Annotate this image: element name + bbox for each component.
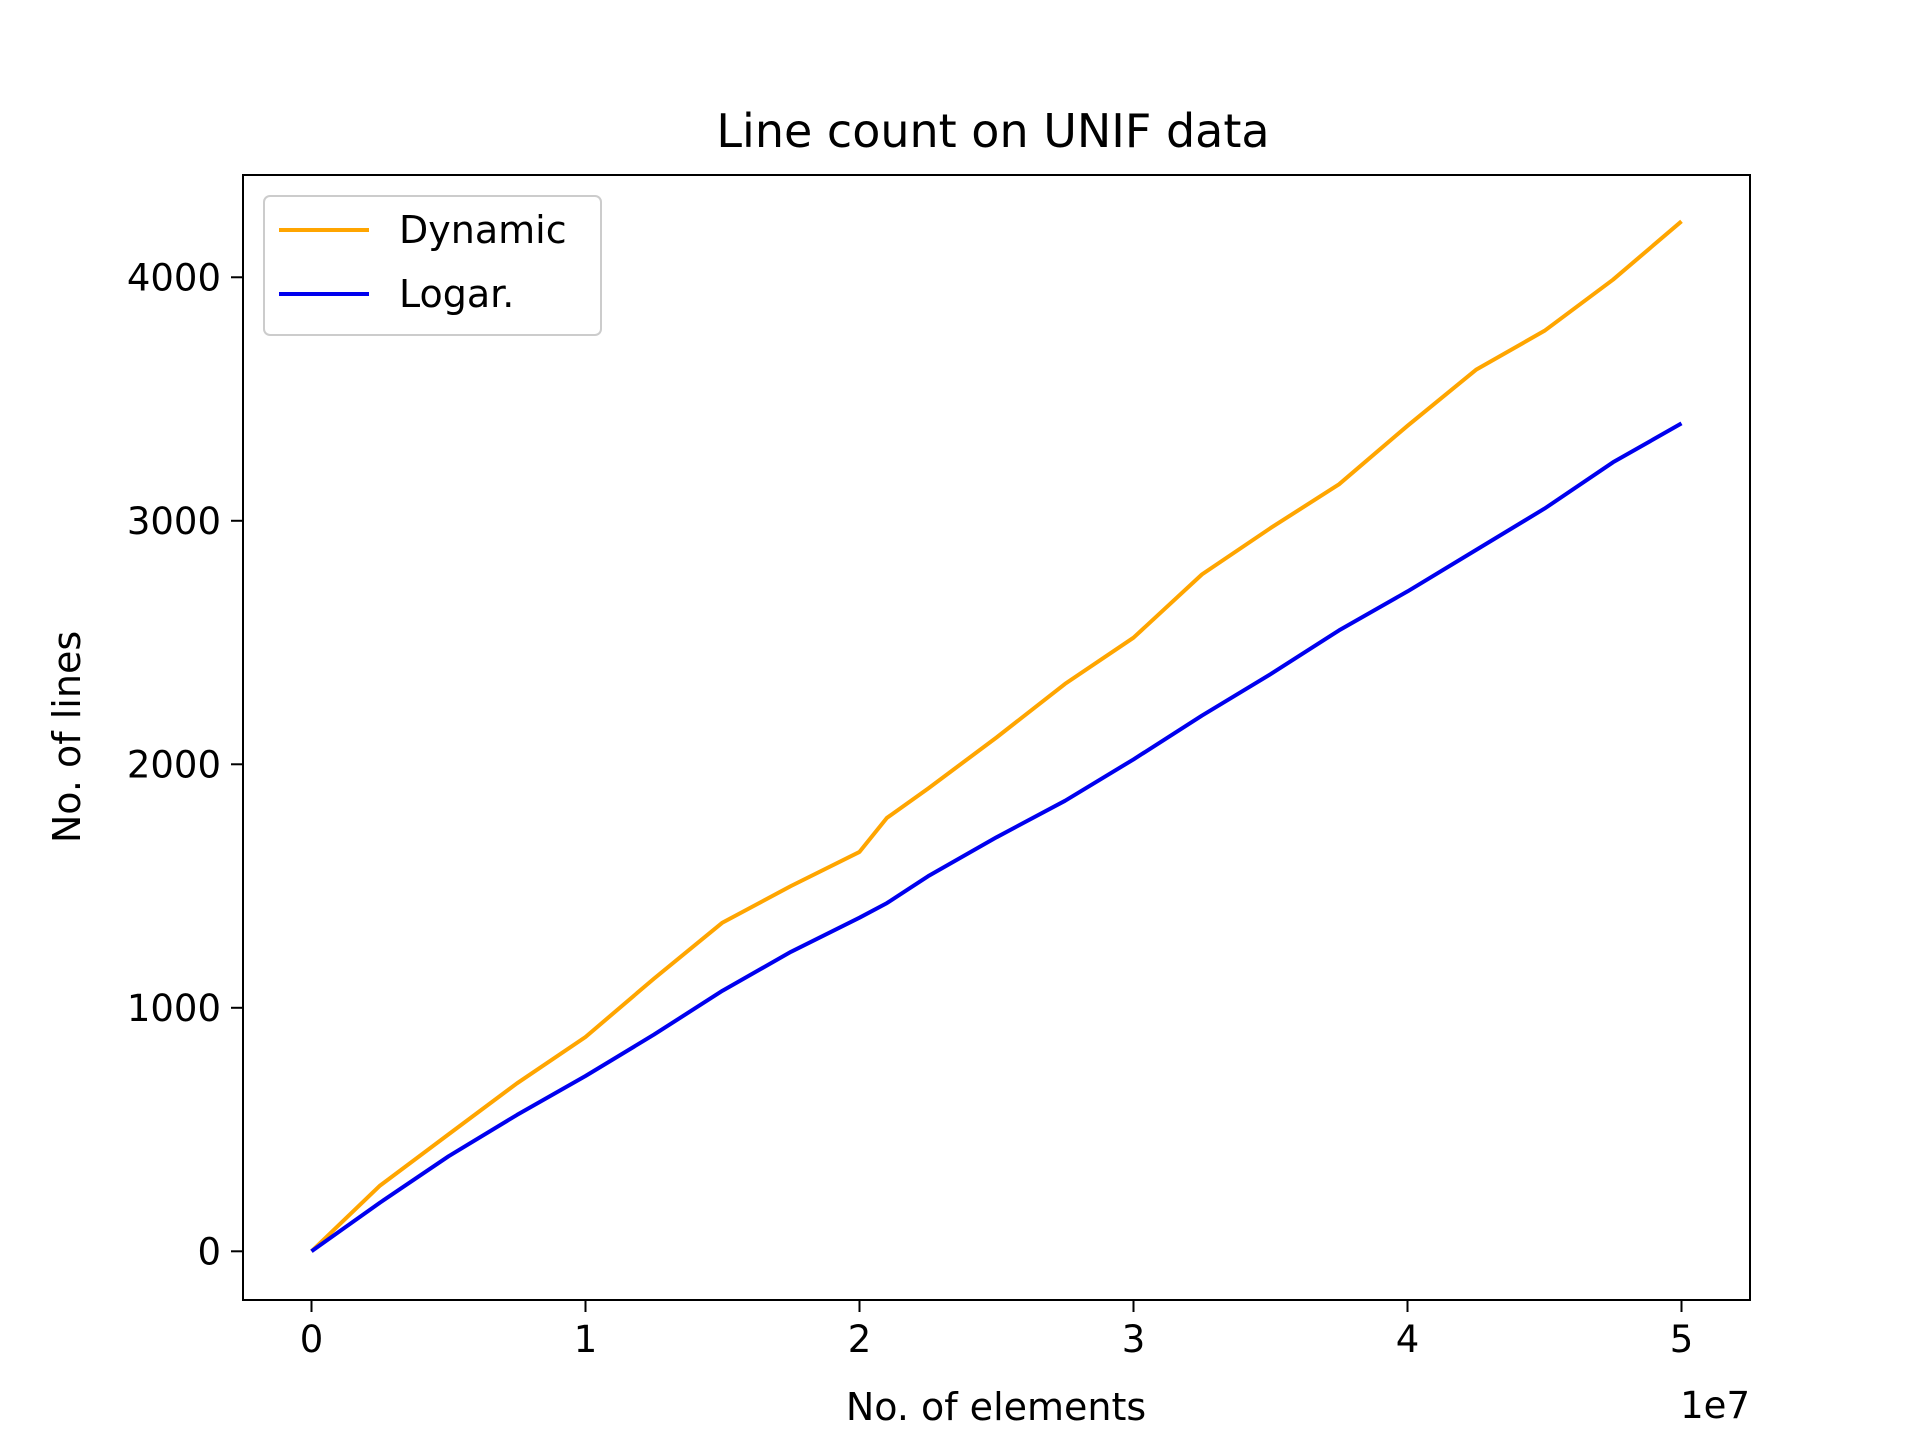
y-tick-label: 0 <box>197 1230 221 1273</box>
y-tick-label: 3000 <box>127 500 221 543</box>
legend-label-dynamic: Dynamic <box>399 208 567 252</box>
series-line-dynamic <box>310 219 1683 1253</box>
y-axis-ticks: 0 1000 2000 3000 4000 <box>127 256 243 1273</box>
x-tick-label: 5 <box>1670 1318 1694 1361</box>
y-axis-label: No. of lines <box>45 631 89 843</box>
y-tick-label: 2000 <box>127 743 221 786</box>
x-tick-label: 2 <box>848 1318 872 1361</box>
x-tick-label: 3 <box>1122 1318 1146 1361</box>
legend-label-logar: Logar. <box>399 272 514 316</box>
chart-title: Line count on UNIF data <box>716 104 1269 158</box>
series-layer <box>310 219 1683 1253</box>
x-tick-label: 4 <box>1396 1318 1420 1361</box>
x-axis-ticks: 0 1 2 3 4 5 <box>300 1300 1694 1361</box>
x-tick-label: 1 <box>574 1318 598 1361</box>
y-tick-label: 1000 <box>127 987 221 1030</box>
x-axis-offset-label: 1e7 <box>1680 1384 1750 1427</box>
x-axis-label: No. of elements <box>846 1385 1146 1429</box>
x-tick-label: 0 <box>300 1318 324 1361</box>
series-line-logar <box>310 421 1683 1253</box>
legend: Dynamic Logar. <box>263 195 602 336</box>
y-tick-label: 4000 <box>127 256 221 299</box>
plot-area-frame <box>242 174 1751 1301</box>
